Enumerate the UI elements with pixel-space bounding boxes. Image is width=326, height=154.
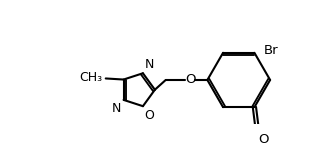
Text: N: N	[112, 102, 121, 115]
Text: Br: Br	[264, 44, 279, 57]
Text: O: O	[185, 73, 195, 87]
Text: O: O	[258, 133, 269, 146]
Text: CH₃: CH₃	[79, 71, 102, 84]
Text: O: O	[144, 109, 154, 122]
Text: N: N	[145, 58, 155, 71]
